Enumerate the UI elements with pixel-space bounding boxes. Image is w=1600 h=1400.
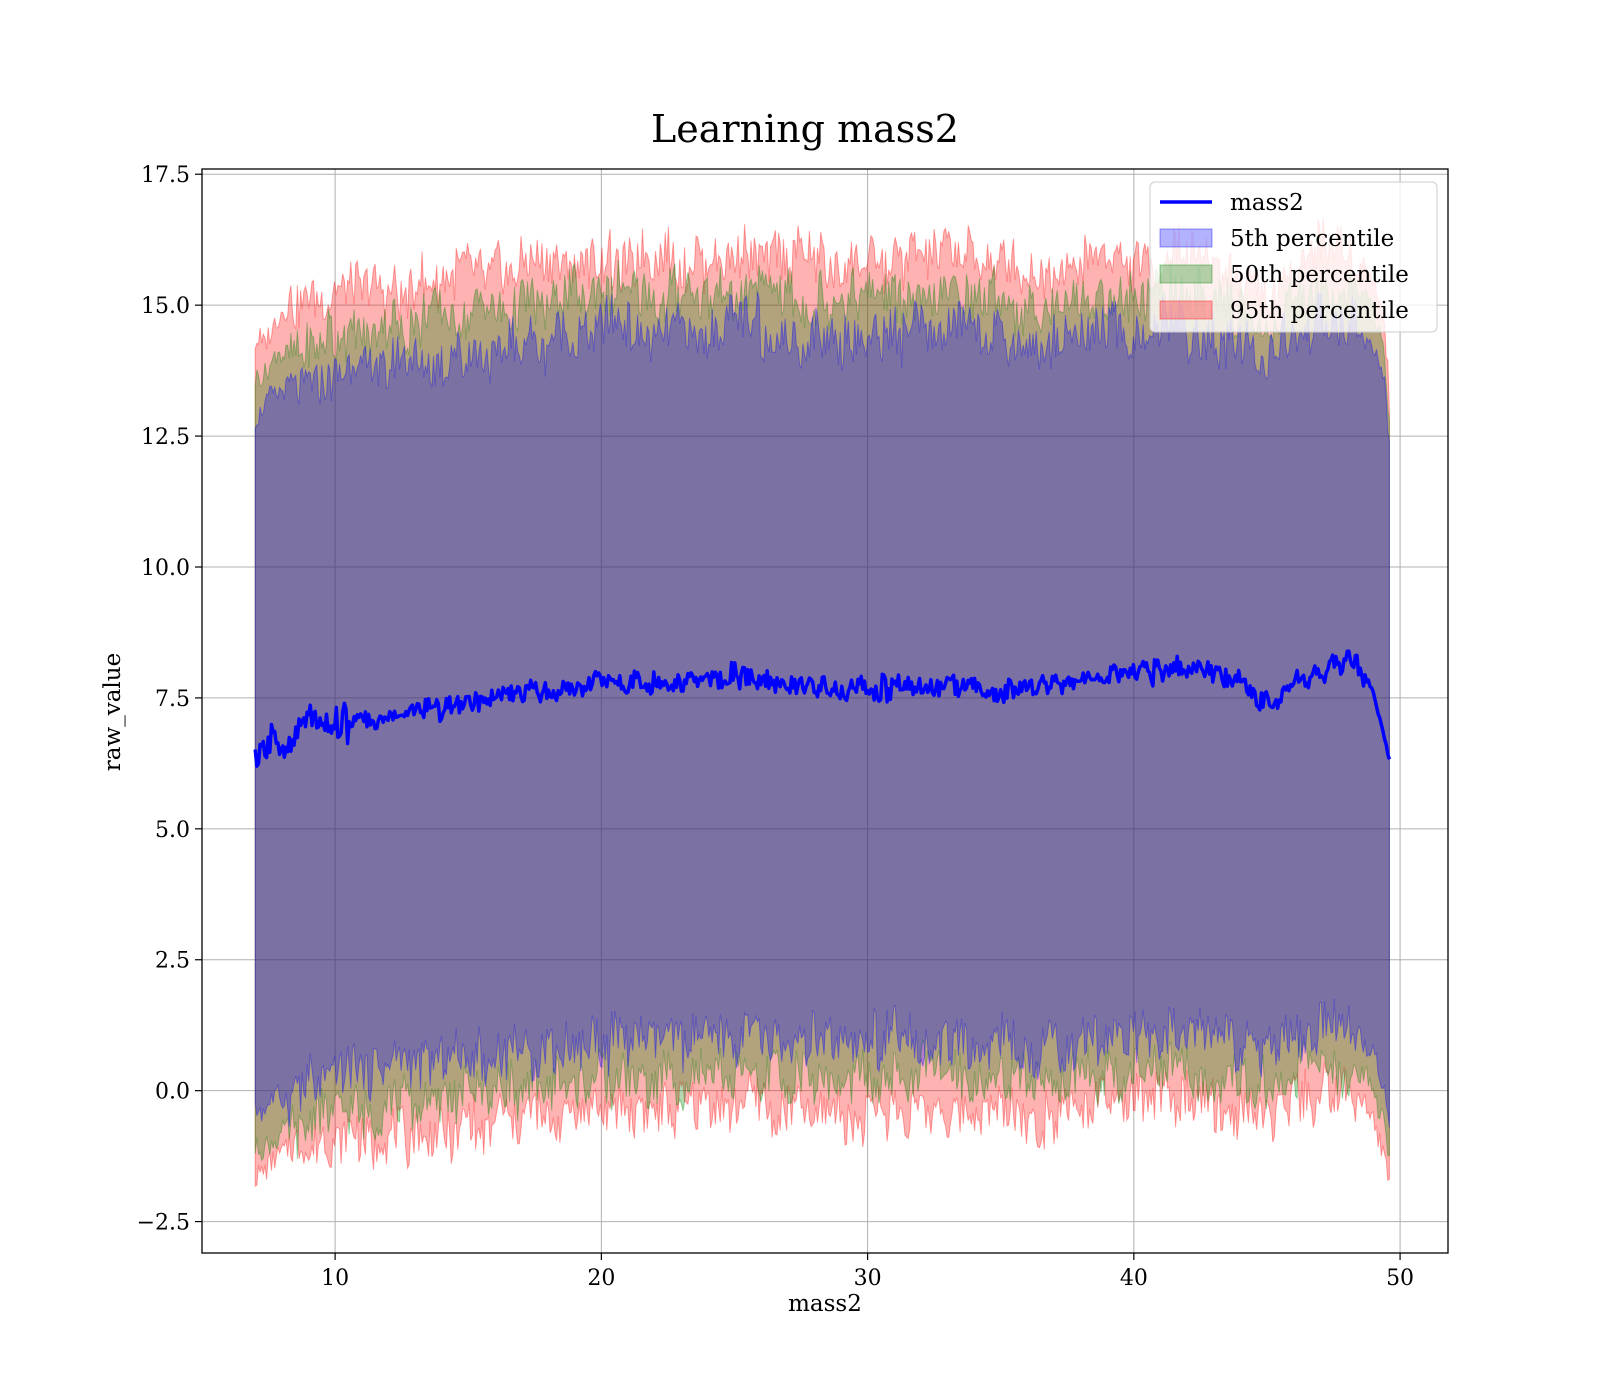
chart-title: Learning mass2 [651,107,959,151]
x-tick-label-40: 40 [1120,1266,1148,1291]
x-tick-label-10: 10 [321,1266,349,1291]
legend-swatch-95th-percentile [1159,300,1213,320]
legend-swatch-5th-percentile [1159,228,1213,248]
y-tick-label-0: −2.5 [137,1211,190,1236]
y-tick-label-4: 7.5 [155,687,190,712]
x-axis-label: mass2 [788,1291,862,1317]
plot-frame [201,168,1449,1254]
legend-label-mass2: mass2 [1230,190,1304,216]
band-5th-percentile [254,291,1390,1128]
y-axis-label: raw_value [100,653,126,771]
legend-swatch-50th-percentile [1159,264,1213,284]
legend-label-50th-percentile: 50th percentile [1230,262,1409,288]
band-50th-percentile [254,259,1390,1162]
legend-label-5th-percentile: 5th percentile [1230,226,1394,252]
legend-label-95th-percentile: 95th percentile [1230,298,1409,324]
y-tick-label-5: 10.0 [141,556,190,581]
y-tick-label-8: 17.5 [141,163,190,188]
y-tick-label-2: 2.5 [155,949,190,974]
y-tick-label-3: 5.0 [155,818,190,843]
x-tick-label-30: 30 [854,1266,882,1291]
x-tick-label-50: 50 [1386,1266,1414,1291]
y-tick-label-1: 0.0 [155,1080,190,1105]
band-95th-percentile [254,217,1390,1187]
legend-box [1149,181,1438,333]
x-tick-label-20: 20 [587,1266,615,1291]
plot-area: 10 20 30 40 50 −2.5 0.0 2.5 5.0 7.5 10.0 12.5 15.0 17… [137,163,1449,1291]
y-tick-label-6: 12.5 [141,425,190,450]
y-tick-label-7: 15.0 [141,294,190,319]
series-line-mass2 [253,649,1392,768]
